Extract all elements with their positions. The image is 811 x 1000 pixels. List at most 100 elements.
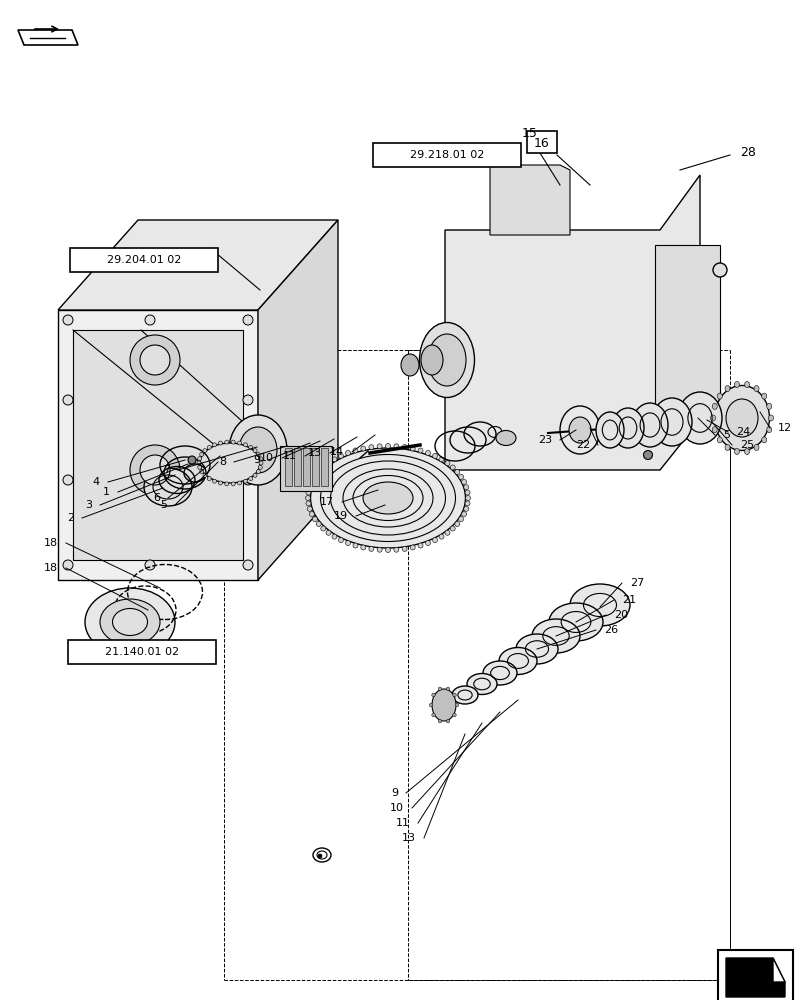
- Ellipse shape: [376, 444, 382, 449]
- Ellipse shape: [766, 427, 770, 433]
- Ellipse shape: [461, 479, 466, 484]
- Polygon shape: [489, 165, 569, 235]
- Ellipse shape: [483, 661, 517, 685]
- Ellipse shape: [218, 441, 222, 445]
- Text: 27: 27: [629, 578, 643, 588]
- Text: 5: 5: [160, 500, 167, 510]
- Text: 13: 13: [307, 448, 322, 458]
- Bar: [280, 446, 332, 491]
- Polygon shape: [654, 245, 719, 420]
- Ellipse shape: [651, 398, 691, 446]
- Text: 24: 24: [735, 427, 749, 437]
- Text: 10: 10: [260, 453, 273, 463]
- Ellipse shape: [444, 461, 449, 466]
- Ellipse shape: [368, 546, 373, 551]
- Text: 12: 12: [777, 423, 792, 433]
- Ellipse shape: [207, 445, 211, 449]
- Ellipse shape: [100, 599, 160, 645]
- Ellipse shape: [197, 457, 201, 461]
- Ellipse shape: [432, 453, 437, 458]
- Ellipse shape: [85, 588, 175, 656]
- Ellipse shape: [438, 687, 441, 691]
- Ellipse shape: [425, 541, 430, 546]
- Bar: [311, 448, 319, 486]
- Text: 10: 10: [389, 803, 404, 813]
- Text: 5: 5: [722, 430, 729, 440]
- Text: 29.218.01 02: 29.218.01 02: [410, 150, 483, 160]
- Ellipse shape: [465, 495, 470, 500]
- Text: 21: 21: [621, 595, 635, 605]
- Bar: [73, 330, 242, 560]
- Ellipse shape: [595, 412, 623, 448]
- Ellipse shape: [418, 543, 423, 548]
- Ellipse shape: [761, 393, 766, 399]
- Ellipse shape: [332, 534, 337, 539]
- Ellipse shape: [744, 448, 749, 454]
- Ellipse shape: [320, 526, 325, 531]
- Ellipse shape: [429, 703, 432, 707]
- Ellipse shape: [318, 854, 322, 858]
- Ellipse shape: [338, 538, 343, 543]
- Ellipse shape: [306, 490, 311, 495]
- Ellipse shape: [712, 263, 726, 277]
- Ellipse shape: [326, 530, 331, 535]
- Text: 3: 3: [85, 500, 92, 510]
- Bar: [320, 448, 328, 486]
- Ellipse shape: [203, 473, 207, 477]
- Polygon shape: [258, 220, 337, 580]
- Polygon shape: [58, 220, 337, 310]
- Text: 18: 18: [44, 538, 58, 548]
- Polygon shape: [772, 958, 784, 982]
- Ellipse shape: [463, 485, 468, 490]
- Text: 1: 1: [103, 487, 109, 497]
- Ellipse shape: [145, 560, 155, 570]
- Ellipse shape: [188, 456, 195, 464]
- Text: 8: 8: [219, 457, 225, 467]
- Ellipse shape: [455, 703, 458, 707]
- Ellipse shape: [242, 315, 253, 325]
- Text: 26: 26: [603, 625, 617, 635]
- Ellipse shape: [453, 693, 456, 697]
- Ellipse shape: [307, 506, 312, 511]
- Text: 17: 17: [320, 497, 333, 507]
- Ellipse shape: [243, 479, 247, 483]
- Ellipse shape: [531, 619, 579, 653]
- Ellipse shape: [218, 481, 222, 485]
- Ellipse shape: [231, 482, 235, 486]
- Ellipse shape: [243, 443, 247, 447]
- Ellipse shape: [753, 386, 758, 392]
- Bar: [717, 950, 792, 1000]
- Ellipse shape: [197, 461, 201, 465]
- Ellipse shape: [767, 415, 773, 421]
- Ellipse shape: [642, 450, 652, 460]
- Polygon shape: [444, 175, 699, 470]
- Ellipse shape: [315, 470, 321, 475]
- Ellipse shape: [225, 482, 229, 486]
- Ellipse shape: [446, 687, 449, 691]
- Ellipse shape: [212, 479, 217, 483]
- Text: 11: 11: [283, 451, 297, 461]
- Ellipse shape: [725, 399, 757, 437]
- Ellipse shape: [465, 490, 470, 495]
- Ellipse shape: [631, 403, 667, 447]
- Ellipse shape: [714, 385, 769, 450]
- Ellipse shape: [197, 465, 201, 469]
- Ellipse shape: [258, 457, 262, 461]
- Ellipse shape: [418, 448, 423, 453]
- Polygon shape: [18, 30, 78, 45]
- Ellipse shape: [452, 686, 478, 704]
- Ellipse shape: [248, 445, 252, 449]
- Text: 22: 22: [575, 440, 590, 450]
- Ellipse shape: [458, 517, 463, 522]
- Ellipse shape: [253, 473, 257, 477]
- Ellipse shape: [130, 445, 180, 495]
- Ellipse shape: [569, 417, 590, 443]
- Ellipse shape: [200, 443, 260, 483]
- Ellipse shape: [345, 541, 350, 546]
- Ellipse shape: [401, 354, 418, 376]
- Ellipse shape: [454, 522, 459, 526]
- Ellipse shape: [569, 584, 629, 626]
- Ellipse shape: [256, 452, 260, 456]
- Ellipse shape: [677, 392, 721, 444]
- Ellipse shape: [229, 415, 286, 485]
